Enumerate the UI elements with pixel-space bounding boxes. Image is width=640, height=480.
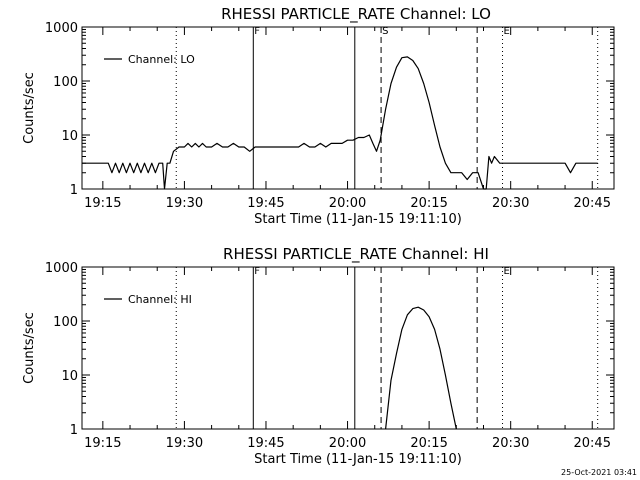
lo-channel-panel: RHESSI PARTICLE_RATE Channel: LO 1 10 100 10… [22, 5, 615, 227]
y-axis-label: Counts/sec [22, 72, 37, 144]
x-tick-label: 20:00 [329, 436, 366, 451]
y-tick-label: 100 [53, 75, 78, 90]
timestamp-label: 25-Oct-2021 03:41 [561, 468, 637, 477]
x-tick-label: 20:15 [410, 196, 447, 211]
y-tick-label: 1000 [45, 21, 78, 36]
x-tick-label: 19:30 [166, 196, 203, 211]
y-tick-label: 10 [61, 129, 78, 144]
x-axis-label: Start Time (11-Jan-15 19:11:10) [254, 212, 462, 227]
x-tick-label: 20:30 [492, 196, 529, 211]
x-tick-label: 19:15 [84, 436, 121, 451]
x-tick-label: 19:45 [247, 436, 284, 451]
chart-title: RHESSI PARTICLE_RATE Channel: HI [223, 245, 489, 264]
x-tick-label: 20:45 [574, 196, 611, 211]
event-marker-label: E [504, 26, 510, 37]
y-tick-label: 1 [70, 423, 78, 438]
y-tick-label: 1 [70, 183, 78, 198]
legend-label: Channel: LO [128, 53, 195, 66]
event-marker-label: E [504, 266, 510, 277]
y-tick-label: 10 [61, 369, 78, 384]
x-tick-label: 20:00 [329, 196, 366, 211]
plot-frame [81, 266, 615, 430]
y-tick-label: 100 [53, 315, 78, 330]
x-tick-label: 20:45 [574, 436, 611, 451]
y-tick-label: 1000 [45, 261, 78, 276]
event-marker-label: S [382, 26, 388, 37]
data-series-line [385, 306, 457, 430]
plot-frame [81, 26, 615, 190]
x-axis-label: Start Time (11-Jan-15 19:11:10) [254, 452, 462, 467]
x-tick-label: 19:45 [247, 196, 284, 211]
x-tick-label: 19:30 [166, 436, 203, 451]
y-axis-label: Counts/sec [22, 312, 37, 384]
x-tick-label: 20:30 [492, 436, 529, 451]
legend-label: Channel: HI [128, 293, 192, 306]
event-marker-label: F [254, 26, 260, 37]
chart-title: RHESSI PARTICLE_RATE Channel: LO [221, 5, 491, 24]
event-marker-label: F [254, 266, 260, 277]
hi-channel-panel: RHESSI PARTICLE_RATE Channel: HI 1 10 100 10… [22, 245, 615, 467]
x-tick-label: 19:15 [84, 196, 121, 211]
data-series-line [82, 56, 598, 190]
x-tick-label: 20:15 [410, 436, 447, 451]
